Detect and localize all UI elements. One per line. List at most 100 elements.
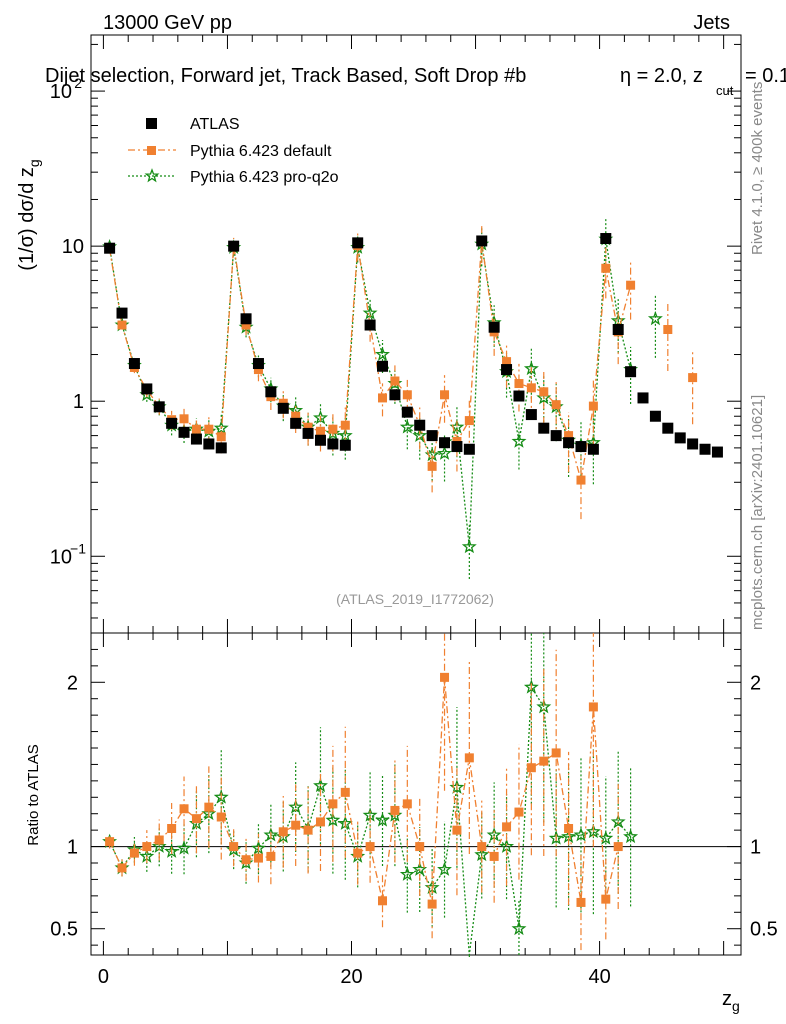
- default-marker: [663, 325, 673, 335]
- atlas-marker: [240, 313, 252, 325]
- legend: ATLAS Pythia 6.423 default Pythia 6.423 …: [128, 116, 339, 186]
- atlas-marker: [525, 409, 537, 421]
- atlas-marker: [228, 240, 240, 252]
- default-ratio-marker: [241, 855, 251, 865]
- atlas-marker: [488, 321, 500, 333]
- atlas-marker: [377, 360, 389, 372]
- atlas-marker: [290, 417, 302, 429]
- atlas-marker: [314, 434, 326, 446]
- default-ratio-marker: [365, 842, 375, 852]
- atlas-marker: [637, 392, 649, 404]
- x-tick-label: 20: [340, 966, 362, 988]
- atlas-marker: [439, 437, 451, 449]
- atlas-marker: [600, 233, 612, 245]
- y-tick-label-ratio: 1: [67, 837, 78, 859]
- default-ratio-marker: [576, 897, 586, 907]
- atlas-marker: [327, 438, 339, 450]
- default-ratio-marker: [588, 702, 598, 712]
- default-marker: [514, 379, 524, 389]
- proq2o-ratio-marker: [610, 814, 626, 829]
- proq2o-ratio-marker: [437, 861, 452, 876]
- legend-marker-default: [147, 146, 156, 155]
- proq2o-marker: [213, 420, 229, 435]
- plot-title-cut: cut: [716, 83, 734, 98]
- proq2o-ratio-marker: [213, 789, 229, 804]
- default-ratio-marker: [601, 894, 611, 904]
- default-ratio-marker: [328, 799, 338, 809]
- default-line: [108, 240, 632, 481]
- plot-title-end: = 0.1: [745, 65, 786, 87]
- default-marker: [576, 475, 586, 485]
- x-tick-label: 0: [98, 966, 109, 988]
- default-ratio-marker: [216, 812, 226, 822]
- default-ratio-marker: [142, 842, 152, 852]
- default-marker: [464, 416, 474, 426]
- y-tick-label-ratio-right: 0.5: [750, 919, 778, 941]
- default-ratio-marker: [539, 756, 549, 766]
- atlas-marker: [265, 386, 277, 398]
- side-label-rivet: Rivet 4.1.0, ≥ 400k events: [749, 82, 766, 255]
- default-marker: [588, 401, 598, 411]
- proq2o-marker: [647, 310, 663, 326]
- default-marker: [564, 431, 574, 441]
- proq2o-ratio-marker: [511, 920, 527, 936]
- default-ratio-marker: [613, 842, 623, 852]
- default-ratio-marker: [315, 817, 325, 827]
- default-ratio-marker: [402, 799, 412, 809]
- default-marker: [688, 373, 698, 383]
- atlas-marker: [463, 443, 475, 455]
- default-marker: [502, 357, 512, 367]
- default-ratio-marker: [266, 851, 276, 861]
- atlas-marker: [662, 422, 674, 434]
- atlas-marker: [128, 358, 140, 370]
- atlas-marker: [476, 235, 488, 247]
- default-marker: [216, 432, 226, 442]
- default-marker: [303, 422, 313, 432]
- default-ratio-marker: [502, 822, 512, 832]
- default-marker: [427, 461, 437, 471]
- default-ratio-marker: [179, 804, 189, 814]
- proq2o-marker: [375, 346, 390, 361]
- atlas-marker: [277, 402, 289, 414]
- default-ratio-marker: [154, 835, 164, 845]
- atlas-marker: [563, 437, 575, 449]
- proq2o-marker: [461, 539, 477, 554]
- y-label-ratio: Ratio to ATLAS: [25, 744, 42, 845]
- default-ratio-marker: [303, 825, 313, 835]
- default-ratio-marker: [129, 848, 139, 858]
- default-ratio-marker: [253, 853, 263, 863]
- proq2o-ratio-line: [109, 685, 632, 956]
- series-atlas: [104, 233, 723, 458]
- legend-marker-proq2o: [144, 168, 160, 183]
- default-ratio-marker: [452, 825, 462, 835]
- default-ratio-marker: [278, 827, 288, 837]
- plot-title-eta-text: η = 2.0, z: [620, 65, 703, 87]
- y-tick-label-ratio-right: 1: [750, 837, 761, 859]
- default-ratio-marker: [551, 748, 561, 758]
- y-tick-label-100: 10: [50, 81, 72, 103]
- watermark: (ATLAS_2019_I1772062): [336, 591, 494, 607]
- default-ratio-marker: [514, 807, 524, 817]
- default-ratio-marker: [191, 814, 201, 824]
- proq2o-ratio-marker: [375, 812, 390, 827]
- atlas-marker: [339, 439, 351, 451]
- atlas-marker: [711, 446, 723, 458]
- y-tick-label-1: 1: [73, 391, 84, 413]
- main-panel-frame: [90, 34, 742, 634]
- atlas-marker: [625, 366, 637, 378]
- default-ratio-marker: [526, 763, 536, 773]
- atlas-marker: [166, 417, 178, 429]
- atlas-marker: [116, 307, 128, 319]
- ratio-panel-frame: [90, 632, 742, 956]
- legend-entry-atlas: ATLAS: [190, 116, 240, 133]
- y-tick-label-ratio-right: 2: [750, 672, 761, 694]
- default-marker: [253, 365, 263, 375]
- legend-entry-default: Pythia 6.423 default: [190, 143, 332, 160]
- atlas-marker: [389, 389, 401, 401]
- default-ratio-marker: [427, 899, 437, 909]
- default-marker: [539, 387, 549, 397]
- plot-title-eta: η = 2.0, z: [620, 65, 703, 87]
- default-ratio-marker: [464, 753, 474, 763]
